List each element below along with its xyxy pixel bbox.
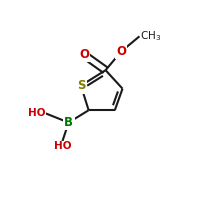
Text: CH$_3$: CH$_3$ — [140, 29, 161, 43]
Text: O: O — [79, 48, 89, 61]
Text: HO: HO — [28, 108, 46, 118]
Text: B: B — [64, 116, 73, 129]
Text: HO: HO — [54, 141, 71, 151]
Text: O: O — [116, 45, 126, 58]
Text: S: S — [77, 79, 85, 92]
